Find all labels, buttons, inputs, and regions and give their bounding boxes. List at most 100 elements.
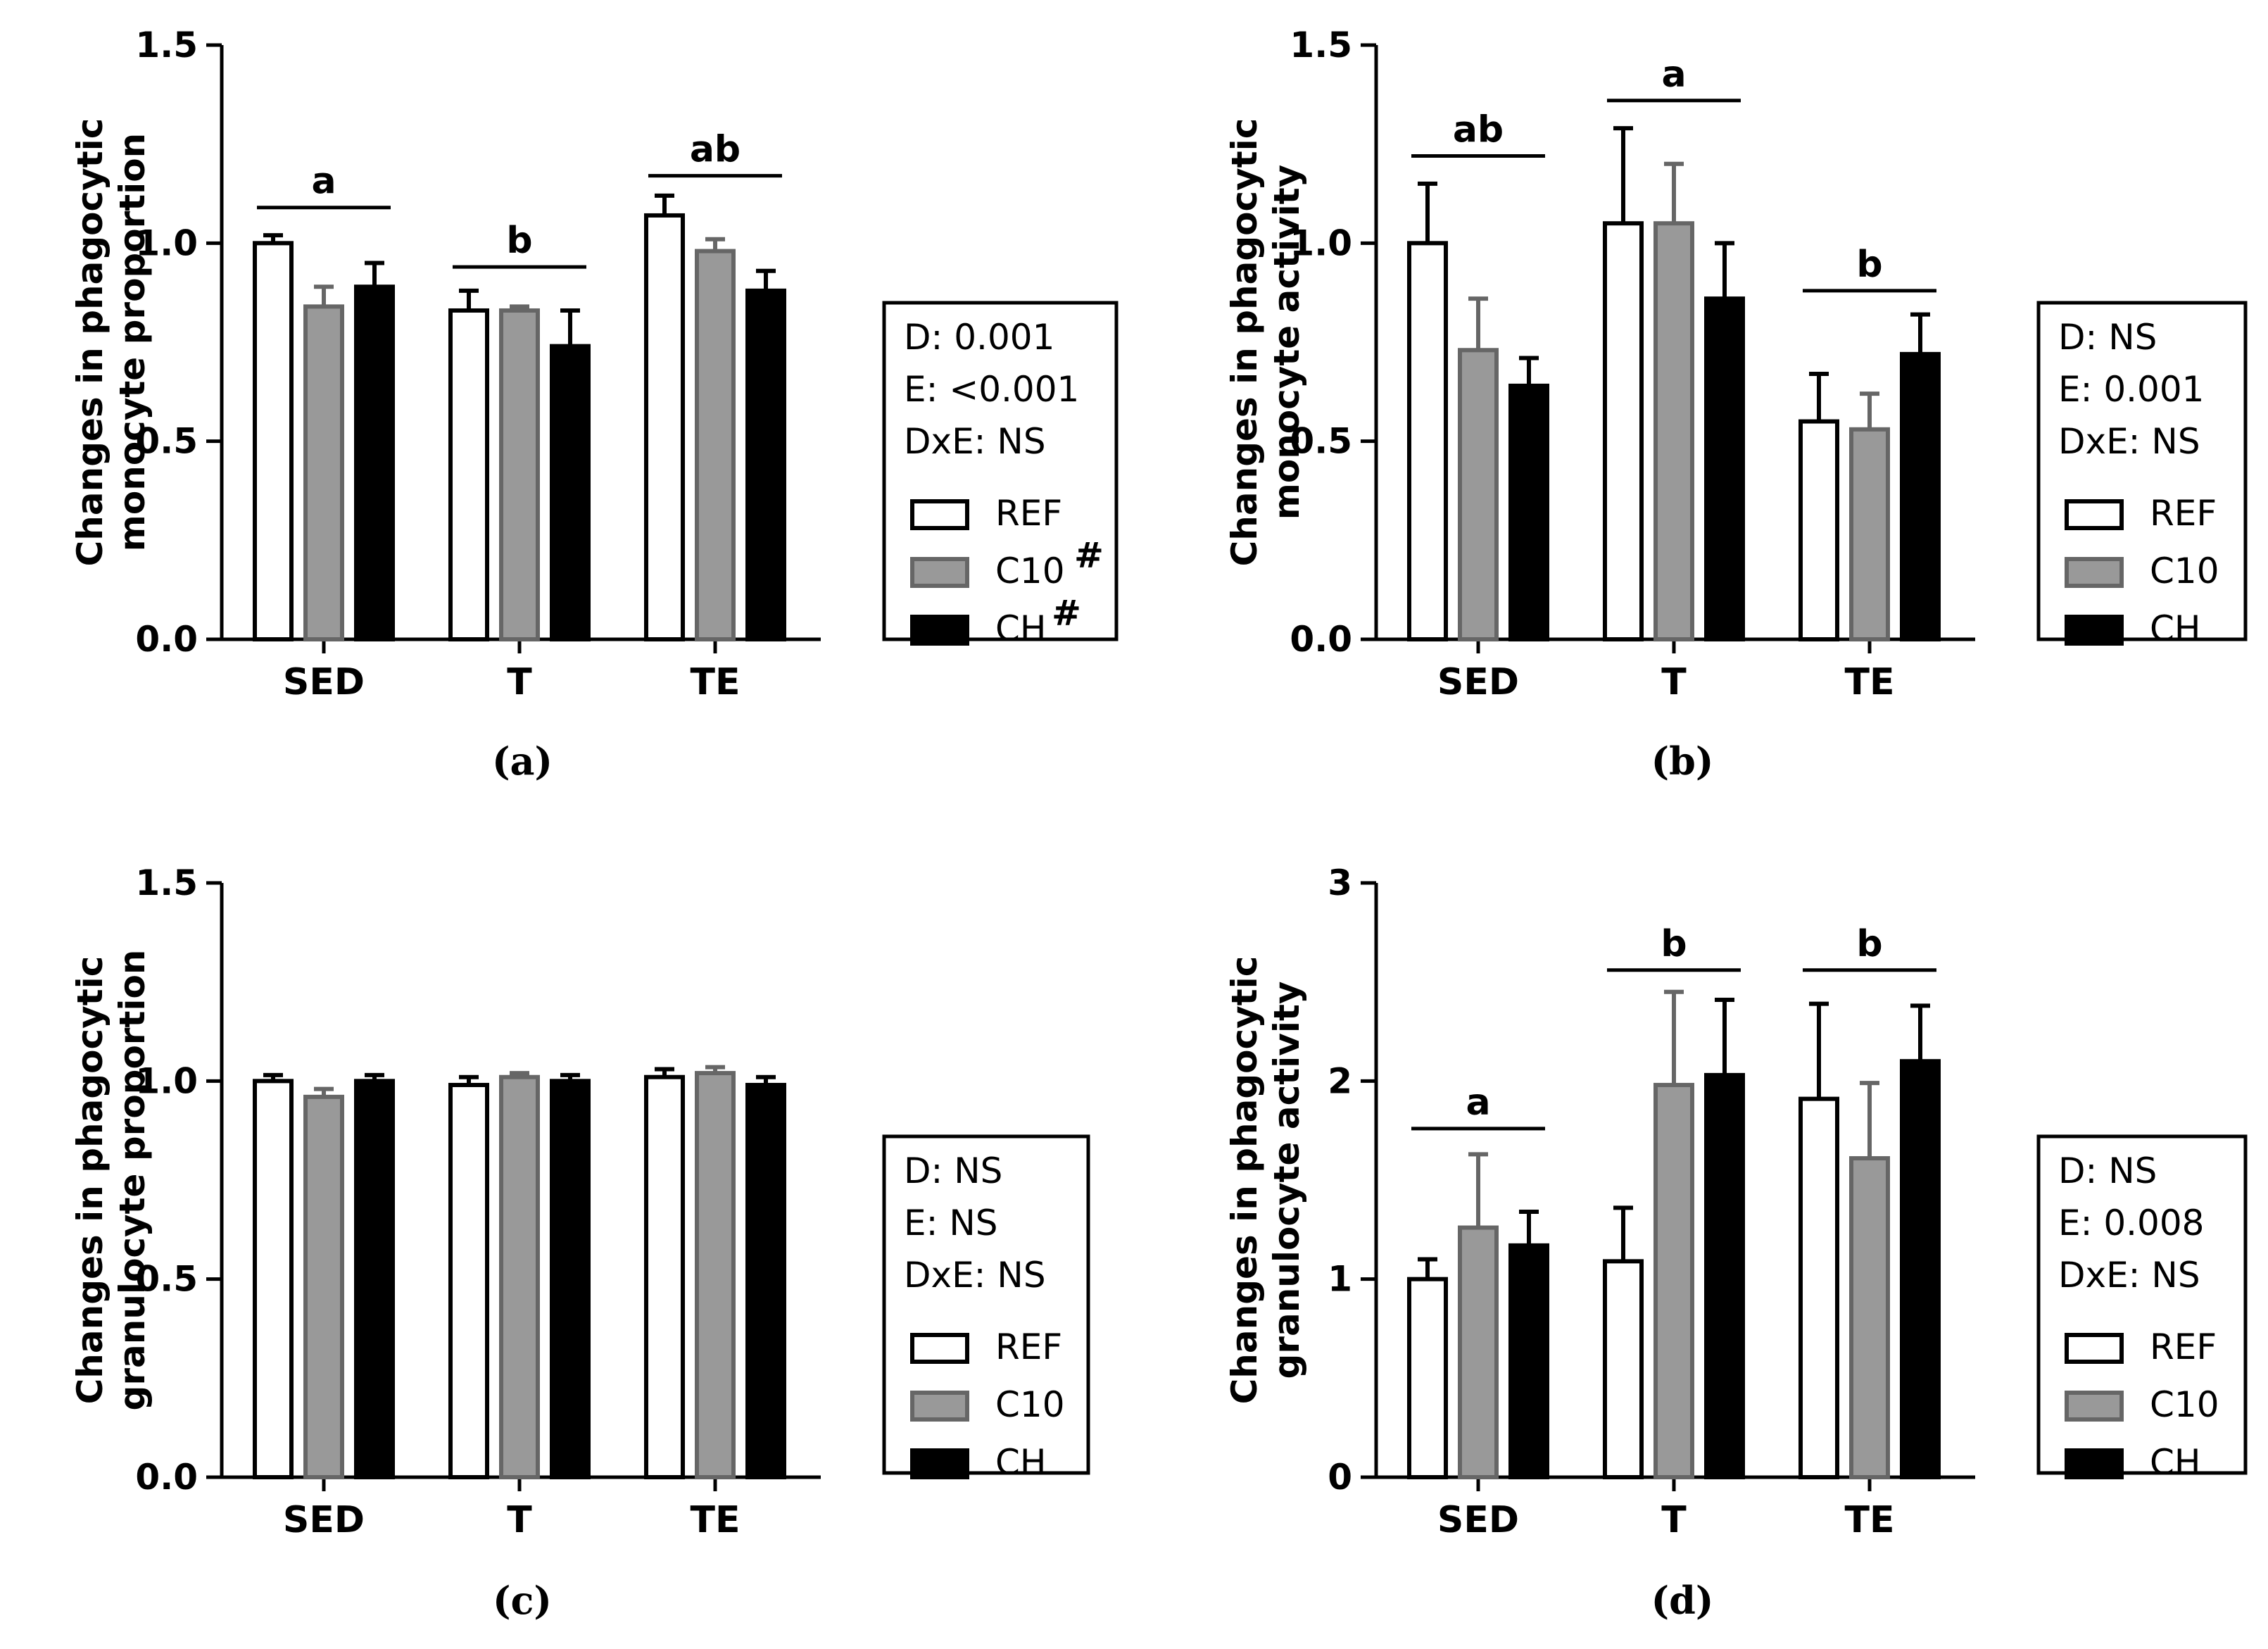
x-tick-label: SED: [283, 1499, 365, 1541]
panel-label: (b): [1651, 739, 1714, 784]
significance-letter: b: [506, 220, 532, 262]
bar-c10: [1653, 221, 1694, 641]
bar-ref: [644, 1074, 685, 1479]
legend-swatch-c10: [2065, 557, 2124, 588]
bar-ch: [550, 1079, 591, 1480]
legend-box: D: NS E: 0.008 DxE: NS REF C10 CH: [2036, 1134, 2248, 1483]
legend-swatch-c10: [2065, 1391, 2124, 1422]
legend-swatch-ref: [910, 499, 969, 530]
significance-letter: ab: [1453, 109, 1504, 151]
x-tick-label: SED: [1437, 661, 1519, 703]
stat-line: D: NS: [2058, 1150, 2157, 1191]
bar-ch: [745, 1082, 786, 1479]
y-tick-label: 1.0: [135, 1060, 198, 1101]
legend-label: CH: [995, 1442, 1047, 1483]
x-tick-label: T: [1661, 1499, 1687, 1541]
chart-panel-d: 0 1 2 3 SED T TE Changes in phagocytic granulocy…: [1224, 863, 2248, 1623]
bar-c10: [303, 304, 344, 641]
bar-ch: [354, 284, 395, 641]
x-tick-label: TE: [691, 661, 741, 703]
significance-letter: a: [1466, 1081, 1490, 1124]
y-axis-label-line: monocyte proportion: [112, 133, 153, 551]
stat-line: E: 0.008: [2058, 1203, 2204, 1243]
legend-swatch-ch: [2065, 615, 2124, 646]
legend-box: D: NS E: NS DxE: NS REF C10 CH: [882, 1134, 1090, 1483]
bar-ch: [1508, 1243, 1549, 1479]
bar-c10: [695, 249, 736, 641]
y-axis-label: Changes in phagocytic monocyte proportion: [70, 118, 153, 567]
y-tick-label: 0.5: [1290, 421, 1352, 462]
bar-c10: [1653, 1082, 1694, 1479]
y-tick-label: 0.0: [135, 1457, 198, 1498]
y-tick-label: 1.5: [135, 863, 198, 903]
legend-label: CH: [995, 608, 1047, 649]
bar-c10: [1849, 1156, 1890, 1479]
bar-c10: [499, 1074, 540, 1479]
legend-label: CH: [2150, 1442, 2201, 1483]
bar-ch: [1900, 351, 1941, 641]
legend-label: C10: [995, 551, 1065, 591]
stat-line: E: NS: [904, 1203, 997, 1243]
bar-c10: [1849, 427, 1890, 642]
significance-letter: a: [311, 161, 336, 203]
bar-ref: [1407, 1277, 1448, 1479]
legend-label: C10: [2150, 551, 2219, 591]
y-tick-label: 0.5: [135, 1259, 198, 1300]
significance-letter: b: [1661, 923, 1687, 965]
legend-mark: #: [1052, 593, 1081, 634]
y-tick-label: 1.5: [135, 25, 198, 65]
legend-swatch-ch: [910, 1448, 969, 1479]
panel-label: (d): [1651, 1578, 1714, 1623]
y-axis-label-line: granulocyte proportion: [112, 950, 153, 1411]
chart-panel-b: 0.0 0.5 1.0 1.5 SED T TE Changes in phagocytic m…: [1224, 25, 2248, 784]
legend-swatch-ch: [910, 615, 969, 646]
bar-ref: [1798, 1096, 1839, 1479]
x-tick-label: T: [507, 661, 532, 703]
bar-ch: [354, 1079, 395, 1480]
significance-letter: a: [1661, 54, 1686, 96]
bar-ref: [1603, 221, 1644, 641]
x-tick-label: TE: [1845, 1499, 1895, 1541]
bar-ch: [745, 288, 786, 641]
legend-swatch-ref: [2065, 499, 2124, 530]
legend-label: CH: [2150, 608, 2201, 649]
chart-panel-a: 0.0 0.5 1.0 1.5 SED T TE Changes in phagocytic m…: [70, 25, 1119, 784]
y-axis-label-line: Changes in phagocytic: [70, 956, 111, 1405]
legend-swatch-ref: [2065, 1333, 2124, 1364]
x-tick-label: T: [1661, 661, 1687, 703]
panel-label: (a): [492, 739, 553, 784]
legend-swatch-c10: [910, 1391, 969, 1422]
y-tick-label: 1.0: [1290, 222, 1352, 263]
bar-ch: [1508, 383, 1549, 641]
stat-line: DxE: NS: [2058, 421, 2200, 462]
y-axis-label-line: monocyte activity: [1266, 165, 1307, 520]
bar-ref: [1407, 241, 1448, 642]
bar-c10: [695, 1071, 736, 1479]
bar-c10: [1458, 348, 1499, 641]
y-axis-label-line: granulocyte activity: [1266, 982, 1307, 1379]
x-tick-label: TE: [691, 1499, 741, 1541]
bar-ref: [1798, 419, 1839, 641]
legend-label: C10: [2150, 1384, 2219, 1425]
chart-panel-c: 0.0 0.5 1.0 1.5 SED T TE Changes in phagocytic g…: [70, 863, 1090, 1623]
bar-ref: [253, 1079, 294, 1480]
y-tick-label: 3: [1328, 863, 1352, 903]
y-tick-label: 1.0: [135, 222, 198, 263]
legend-label: C10: [995, 1384, 1065, 1425]
legend-label: REF: [995, 1327, 1062, 1367]
legend-label: REF: [995, 493, 1062, 534]
stat-line: D: NS: [2058, 317, 2157, 358]
bar-c10: [499, 308, 540, 641]
significance-letter: ab: [690, 129, 741, 171]
bar-c10: [303, 1094, 344, 1479]
stat-line: DxE: NS: [904, 1255, 1046, 1296]
legend-label: REF: [2150, 493, 2217, 534]
y-tick-label: 2: [1328, 1060, 1352, 1101]
panel-label: (c): [493, 1578, 552, 1623]
y-axis-label: Changes in phagocytic granulocyte activit…: [1224, 956, 1307, 1405]
significance-letter: b: [1856, 244, 1882, 286]
stat-line: D: NS: [904, 1150, 1002, 1191]
legend-swatch-c10: [910, 557, 969, 588]
